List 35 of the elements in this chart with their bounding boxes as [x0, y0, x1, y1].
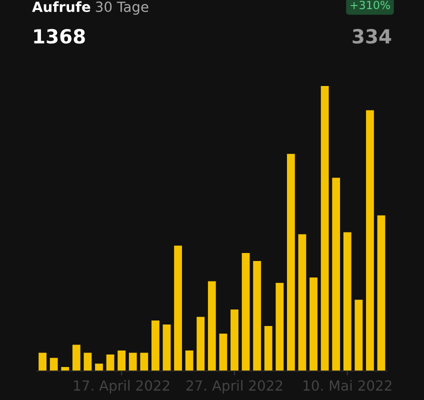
bar — [343, 232, 352, 371]
bar — [242, 253, 250, 371]
bar — [208, 281, 216, 371]
bar — [50, 358, 58, 371]
bar — [310, 278, 318, 371]
chart-subtitle: 30 Tage — [96, 2, 148, 15]
bar — [38, 352, 46, 371]
bar — [151, 320, 160, 371]
bar — [118, 350, 126, 371]
bar — [185, 350, 194, 371]
bar — [320, 86, 329, 371]
text: 1368 — [34, 28, 85, 44]
bar — [84, 352, 92, 371]
bar — [286, 154, 295, 371]
bar — [106, 354, 114, 371]
bar — [366, 110, 374, 371]
bar — [140, 352, 148, 371]
bar — [174, 246, 182, 371]
bar — [298, 234, 306, 371]
bar — [230, 309, 238, 371]
bar — [95, 364, 103, 371]
bar — [72, 344, 80, 371]
bar — [162, 324, 171, 371]
text: 334 — [352, 28, 392, 44]
bar — [354, 300, 363, 371]
chart-title: Aufrufe — [32, 1, 90, 12]
bar — [253, 260, 262, 371]
bar — [196, 316, 205, 371]
bar — [128, 352, 137, 371]
bar — [264, 326, 272, 371]
text: +310% — [350, 0, 390, 10]
bar — [377, 215, 386, 371]
bar — [219, 334, 228, 371]
bar — [332, 178, 340, 371]
bar — [276, 282, 284, 371]
